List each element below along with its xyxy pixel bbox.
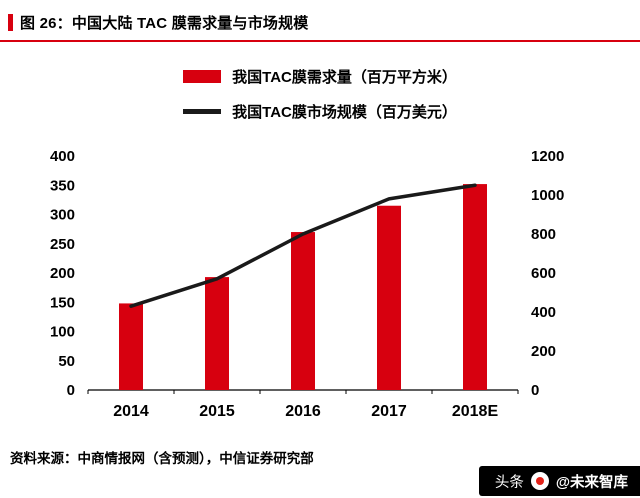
right-axis-tick: 1200: [531, 148, 564, 165]
x-axis-category-label: 2018E: [452, 403, 499, 420]
legend-line-swatch: [183, 109, 222, 114]
x-axis-category-label: 2014: [113, 403, 149, 420]
demand-bar: [463, 184, 487, 390]
legend-label-market: 我国TAC膜市场规模（百万美元）: [232, 104, 457, 121]
legend-bar-swatch: [183, 70, 222, 83]
left-axis-tick: 300: [50, 207, 75, 224]
x-axis-category-label: 2016: [285, 403, 321, 420]
left-axis-tick: 100: [50, 324, 75, 341]
chart-legend-items: 我国TAC膜需求量（百万平方米） 我国TAC膜市场规模（百万美元）: [183, 66, 457, 122]
left-axis-tick: 350: [50, 177, 75, 194]
demand-bar: [119, 303, 143, 390]
left-axis-tick: 200: [50, 265, 75, 282]
left-axis-tick: 150: [50, 294, 75, 311]
watermark-handle: @未来智库: [555, 474, 628, 491]
dual-axis-chart: 0 50 100 150 200 250 300 350 400 0 200 400 600 800 100…: [0, 138, 640, 438]
left-axis-tick: 50: [58, 353, 75, 370]
toutiao-logo-icon: [530, 472, 549, 490]
figure-title: 图 26：中国大陆 TAC 膜需求量与市场规模: [20, 15, 309, 32]
left-axis-tick: 400: [50, 148, 75, 165]
right-axis-tick: 400: [531, 304, 556, 321]
right-axis-tick: 800: [531, 226, 556, 243]
left-axis-tick: 250: [50, 236, 75, 253]
chart-legend: 我国TAC膜需求量（百万平方米） 我国TAC膜市场规模（百万美元）: [0, 66, 640, 122]
right-axis-tick: 200: [531, 343, 556, 360]
figure-title-row: 图 26：中国大陆 TAC 膜需求量与市场规模: [8, 12, 309, 33]
left-axis-tick: 0: [67, 382, 75, 399]
title-divider: [0, 40, 640, 42]
watermark-prefix: 头条: [494, 474, 524, 491]
right-axis-tick: 1000: [531, 187, 564, 204]
market-size-line: [129, 183, 477, 308]
legend-label-demand: 我国TAC膜需求量（百万平方米）: [232, 69, 457, 86]
legend-item-demand: 我国TAC膜需求量（百万平方米）: [183, 66, 457, 87]
watermark-badge: 头条 @未来智库: [478, 466, 640, 496]
demand-bar: [377, 205, 401, 390]
x-axis-category-label: 2017: [371, 403, 407, 420]
right-axis-tick: 0: [531, 382, 539, 399]
right-axis-tick: 600: [531, 265, 556, 282]
source-note: 资料来源：中商情报网（含预测），中信证券研究部: [10, 451, 314, 466]
x-axis-category-label: 2015: [199, 403, 235, 420]
demand-bar: [291, 232, 315, 390]
demand-bar: [205, 277, 229, 390]
title-accent-bar: [8, 14, 13, 31]
legend-item-market: 我国TAC膜市场规模（百万美元）: [183, 101, 457, 122]
